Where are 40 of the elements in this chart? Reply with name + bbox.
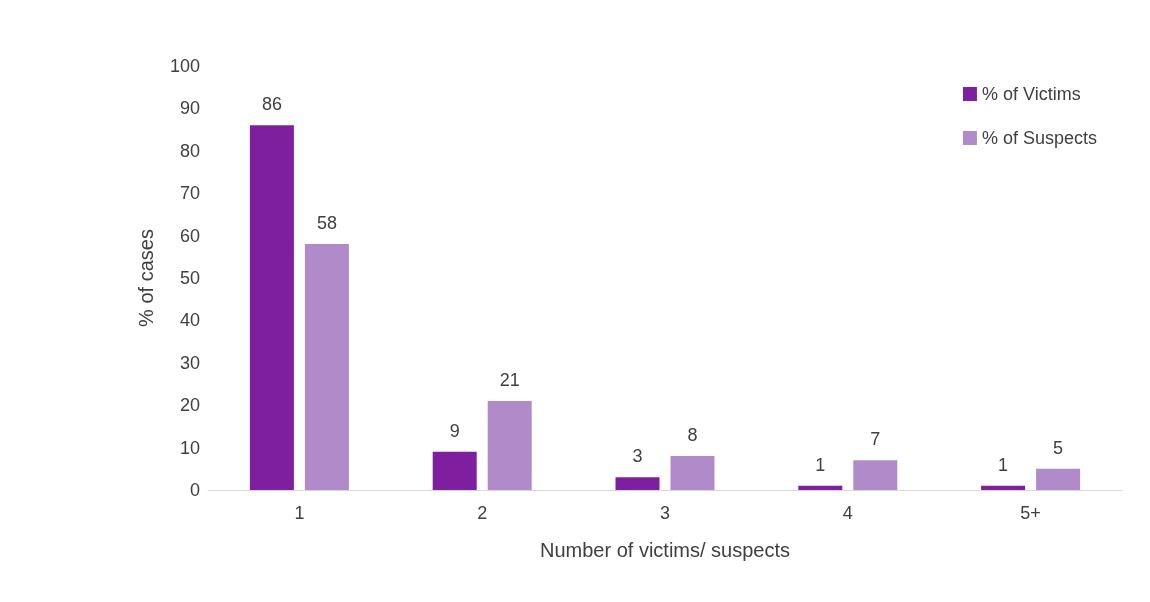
bar: [798, 485, 843, 490]
y-tick-label: 20: [179, 395, 200, 416]
bar: [981, 485, 1026, 490]
data-label: 86: [261, 94, 282, 115]
data-label: 3: [632, 446, 643, 467]
y-tick-label: 50: [179, 268, 200, 288]
legend-label: % of Victims: [981, 84, 1081, 104]
bar: [487, 400, 532, 490]
bar: [853, 460, 898, 490]
y-axis-title: % of cases: [135, 229, 157, 327]
data-label: 8: [687, 425, 698, 446]
data-label: 9: [449, 420, 460, 441]
bar: [670, 456, 715, 490]
bar: [1036, 468, 1081, 490]
bar: [249, 125, 294, 490]
x-axis-title: Number of victims/ suspects: [539, 539, 791, 561]
y-tick-label: 40: [179, 310, 200, 331]
data-label: 58: [316, 213, 337, 234]
data-label: 1: [815, 454, 826, 475]
data-label: 1: [998, 454, 1009, 475]
y-tick-label: 80: [179, 140, 200, 161]
x-tick-label: 5+: [1020, 503, 1041, 523]
bar: [304, 244, 349, 490]
y-tick-label: 70: [179, 183, 200, 204]
y-tick-label: 90: [179, 98, 200, 119]
bar: [432, 451, 477, 490]
y-tick-label: 10: [179, 437, 200, 458]
data-label: 21: [499, 369, 520, 390]
data-label: 5: [1053, 437, 1064, 458]
y-tick-label: 0: [189, 480, 200, 500]
x-tick-label: 2: [477, 503, 488, 523]
x-tick-label: 3: [659, 503, 671, 523]
y-tick-label: 60: [179, 225, 200, 246]
data-label: 7: [870, 429, 881, 450]
legend-label: % of Suspects: [981, 128, 1097, 148]
y-tick-label: 30: [179, 352, 200, 373]
x-tick-label: 4: [842, 503, 853, 523]
bar: [615, 477, 660, 490]
x-tick-label: 1: [294, 503, 305, 523]
y-tick-label: 100: [169, 56, 200, 76]
